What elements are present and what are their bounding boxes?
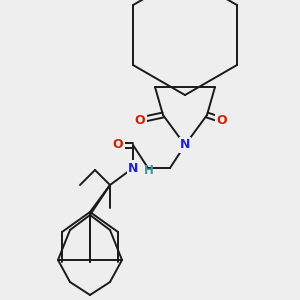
- Text: H: H: [144, 164, 154, 178]
- Text: O: O: [135, 113, 145, 127]
- Text: N: N: [128, 161, 138, 175]
- Text: O: O: [113, 139, 123, 152]
- Text: O: O: [217, 113, 227, 127]
- Text: N: N: [180, 139, 190, 152]
